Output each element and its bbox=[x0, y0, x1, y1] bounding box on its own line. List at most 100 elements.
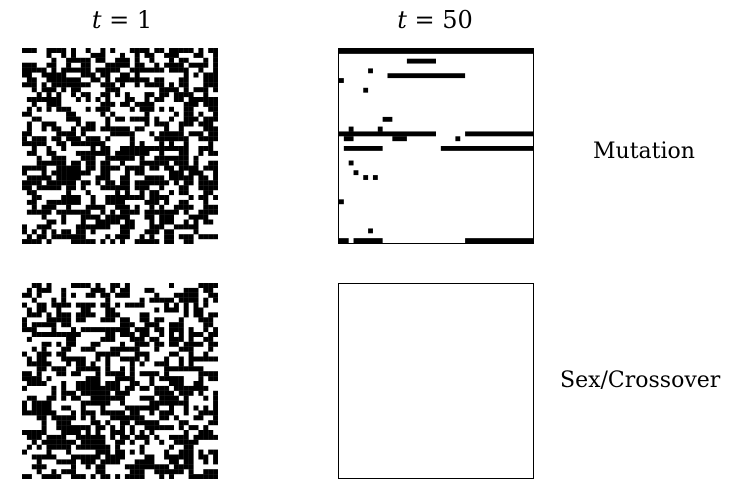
mutation-t1-cell bbox=[22, 82, 27, 88]
mutation-t1-cell bbox=[213, 87, 218, 93]
sex-crossover-t1-cell bbox=[124, 415, 130, 421]
sex-crossover-t1-cell bbox=[173, 459, 179, 465]
mutation-t1-cell bbox=[169, 170, 174, 176]
mutation-t1-cell bbox=[61, 106, 67, 112]
mutation-t1-cell bbox=[51, 82, 57, 88]
mutation-t1-cell bbox=[85, 82, 91, 88]
sex-crossover-t1-cell bbox=[173, 307, 179, 313]
sex-crossover-t1-cell bbox=[169, 454, 174, 460]
sex-crossover-t1-cell bbox=[41, 415, 47, 421]
mutation-t1-cell bbox=[129, 195, 135, 200]
mutation-t1-cell bbox=[139, 180, 145, 186]
sex-crossover-t1-cell bbox=[198, 390, 204, 396]
mutation-t1-cell bbox=[66, 111, 72, 117]
grid-mutation-t50 bbox=[339, 49, 533, 243]
sex-crossover-t1-cell bbox=[144, 322, 150, 328]
sex-crossover-t1-cell bbox=[61, 351, 67, 357]
mutation-t1-cell bbox=[105, 77, 111, 83]
sex-crossover-t1-cell bbox=[124, 317, 130, 323]
mutation-t1-cell bbox=[26, 185, 32, 191]
mutation-t1-cell bbox=[95, 136, 101, 142]
sex-crossover-t1-cell bbox=[120, 410, 125, 416]
sex-crossover-t1-cell bbox=[41, 287, 47, 293]
sex-crossover-t1-cell bbox=[66, 439, 72, 445]
sex-crossover-t1-cell bbox=[139, 449, 145, 455]
sex-crossover-t1-cell bbox=[154, 469, 160, 475]
sex-crossover-t1-cell bbox=[193, 307, 199, 313]
mutation-t1-cell bbox=[144, 52, 150, 58]
mutation-t1-cell bbox=[169, 141, 174, 147]
sex-crossover-t1-cell bbox=[56, 474, 62, 479]
mutation-t1-cell bbox=[134, 77, 140, 83]
mutation-t1-cell bbox=[208, 185, 214, 191]
mutation-t1-cell bbox=[208, 116, 214, 122]
sex-crossover-t1-cell bbox=[105, 297, 111, 303]
sex-crossover-t1-cell bbox=[36, 292, 42, 298]
mutation-t1-cell bbox=[178, 185, 184, 191]
mutation-t1-cell bbox=[159, 82, 165, 88]
mutation-t1-cell bbox=[56, 155, 62, 161]
mutation-t1-cell bbox=[129, 155, 135, 161]
sex-crossover-t1-cell bbox=[124, 420, 130, 426]
sex-crossover-t1-cell bbox=[154, 346, 160, 352]
mutation-t1-cell bbox=[134, 48, 140, 53]
mutation-t1-cell bbox=[115, 204, 121, 210]
sex-crossover-t1-cell bbox=[41, 400, 47, 406]
mutation-t1-cell bbox=[100, 239, 106, 244]
sex-crossover-t1-cell bbox=[46, 317, 52, 323]
mutation-t1-cell bbox=[164, 92, 170, 98]
sex-crossover-t1-cell bbox=[159, 332, 165, 337]
sex-crossover-t1-cell bbox=[169, 469, 174, 475]
mutation-t1-cell bbox=[139, 234, 145, 240]
mutation-t1-cell bbox=[164, 126, 170, 132]
sex-crossover-t1-cell bbox=[115, 351, 121, 357]
sex-crossover-t1-cell bbox=[26, 356, 32, 362]
mutation-t1-cell bbox=[80, 180, 86, 186]
mutation-t1-cell bbox=[159, 87, 165, 93]
sex-crossover-t1-cell bbox=[203, 459, 209, 465]
sex-crossover-t1-cell bbox=[71, 283, 76, 288]
mutation-t1-cell bbox=[124, 150, 130, 156]
mutation-t1-cell bbox=[198, 121, 204, 127]
mutation-t1-cell bbox=[198, 97, 204, 102]
sex-crossover-t1-cell bbox=[208, 449, 214, 455]
mutation-t1-cell bbox=[110, 87, 116, 93]
mutation-t1-cell bbox=[71, 126, 76, 132]
mutation-t1-cell bbox=[203, 116, 209, 122]
sex-crossover-t1-cell bbox=[129, 302, 135, 308]
mutation-t50-segment bbox=[465, 131, 533, 137]
mutation-t1-cell bbox=[56, 160, 62, 166]
sex-crossover-t1-cell bbox=[139, 297, 145, 303]
mutation-t1-cell bbox=[149, 82, 155, 88]
sex-crossover-t1-cell bbox=[66, 430, 72, 435]
mutation-t1-cell bbox=[134, 116, 140, 122]
sex-crossover-t1-cell bbox=[169, 322, 174, 328]
sex-crossover-t1-cell bbox=[95, 327, 101, 333]
sex-crossover-t1-cell bbox=[105, 390, 111, 396]
mutation-t1-cell bbox=[149, 52, 155, 58]
mutation-t1-cell bbox=[66, 106, 72, 112]
mutation-t1-cell bbox=[164, 52, 170, 58]
mutation-t1-cell bbox=[183, 175, 189, 181]
mutation-t1-cell bbox=[120, 116, 125, 122]
mutation-t1-cell bbox=[105, 82, 111, 88]
mutation-t1-cell bbox=[46, 209, 52, 215]
mutation-t1-cell bbox=[75, 87, 81, 93]
sex-crossover-t1-cell bbox=[203, 322, 209, 328]
column-label-t50-value: 50 bbox=[442, 6, 473, 34]
mutation-t1-cell bbox=[61, 209, 67, 215]
sex-crossover-t1-cell bbox=[61, 434, 67, 440]
sex-crossover-t1-cell bbox=[134, 356, 140, 362]
mutation-t1-cell bbox=[164, 209, 170, 215]
sex-crossover-t1-cell bbox=[31, 439, 37, 445]
sex-crossover-t1-cell bbox=[178, 376, 184, 382]
sex-crossover-t1-cell bbox=[41, 464, 47, 470]
sex-crossover-t1-cell bbox=[178, 449, 184, 455]
mutation-t1-cell bbox=[61, 170, 67, 176]
mutation-t1-cell bbox=[159, 180, 165, 186]
sex-crossover-t1-cell bbox=[188, 297, 194, 303]
sex-crossover-t1-cell bbox=[193, 297, 199, 303]
sex-crossover-t1-cell bbox=[203, 302, 209, 308]
sex-crossover-t1-cell bbox=[110, 312, 116, 318]
sex-crossover-t1-cell bbox=[164, 307, 170, 313]
